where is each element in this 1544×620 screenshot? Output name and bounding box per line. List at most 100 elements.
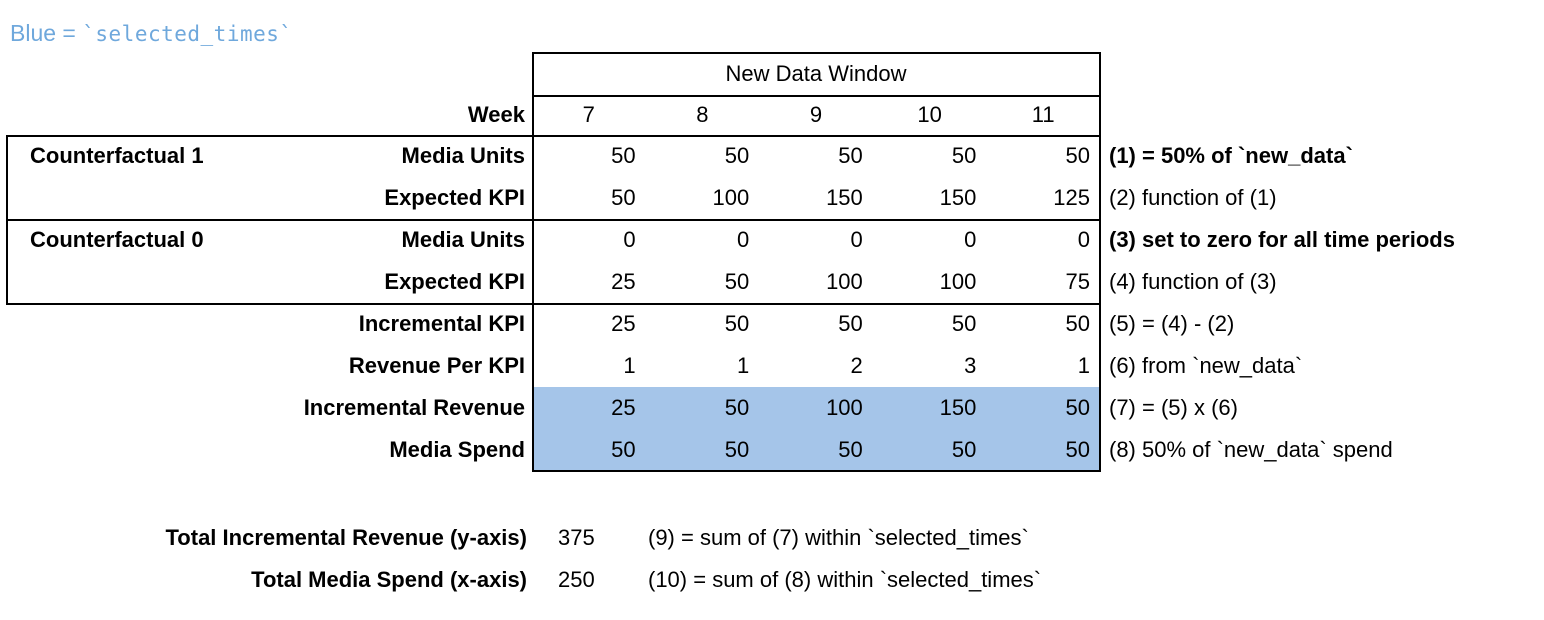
- cell: 100: [826, 395, 863, 420]
- cell: 50: [951, 311, 977, 336]
- row-values: 50 50 50 50 50: [532, 135, 1100, 177]
- cell: 25: [611, 395, 636, 420]
- row-label: Media Units: [401, 143, 525, 168]
- table-border-under-week-row: [6, 135, 1101, 137]
- cell: 100: [826, 269, 863, 294]
- row-values: 0 0 0 0 0: [532, 219, 1100, 261]
- total-media-spend-label: Total Media Spend (x-axis): [251, 567, 527, 592]
- cell: 0: [736, 227, 750, 252]
- cell: 50: [1065, 437, 1090, 462]
- table-row-incremental-kpi: Incremental KPI 25 50 50 50 50 (5) = (4)…: [0, 303, 1235, 345]
- cell: 50: [611, 143, 636, 168]
- row-label: Media Units: [401, 227, 525, 252]
- table-border-bottom: [532, 470, 1101, 472]
- cell: 100: [712, 185, 750, 210]
- total-media-spend-value: 250: [558, 567, 595, 592]
- table-border-under-cf0: [6, 303, 1101, 305]
- cell: 50: [1065, 311, 1090, 336]
- counterfactual-1-label: Counterfactual 1: [30, 143, 204, 168]
- cell: 3: [964, 353, 977, 378]
- row-values: 25 50 100 150 50: [532, 387, 1100, 429]
- table-row-media-units-cf1: Media Units 50 50 50 50 50 (1) = 50% of …: [0, 135, 1353, 177]
- cell: 1: [736, 353, 750, 378]
- total-incremental-revenue-annotation: (9) = sum of (7) within `selected_times`: [648, 525, 1029, 550]
- total-incremental-revenue-label: Total Incremental Revenue (y-axis): [165, 525, 528, 550]
- week-9: 9: [809, 102, 823, 127]
- table-border-right: [1099, 52, 1101, 472]
- row-values: 1 1 2 3 1: [532, 345, 1100, 387]
- cell: 150: [939, 185, 977, 210]
- row-values: 50 50 50 50 50: [532, 429, 1100, 471]
- cell: 25: [611, 269, 636, 294]
- cell: 50: [838, 437, 863, 462]
- week-label: Week: [467, 102, 525, 127]
- row-label: Expected KPI: [384, 185, 525, 210]
- table-row-expected-kpi-cf0: Expected KPI 25 50 100 100 75 (4) functi…: [0, 261, 1277, 303]
- cell: 100: [939, 269, 977, 294]
- week-numbers: 7 8 9 10 11: [532, 95, 1100, 135]
- total-media-spend-annotation: (10) = sum of (8) within `selected_times…: [648, 567, 1042, 592]
- row-annotation: (8) 50% of `new_data` spend: [1109, 437, 1393, 462]
- counterfactual-0-label: Counterfactual 0: [30, 227, 204, 252]
- cell: 50: [611, 185, 636, 210]
- table-row-revenue-per-kpi: Revenue Per KPI 1 1 2 3 1 (6) from `new_…: [0, 345, 1302, 387]
- cell: 0: [964, 227, 977, 252]
- cell: 50: [611, 437, 636, 462]
- week-8: 8: [696, 102, 709, 127]
- row-values: 25 50 50 50 50: [532, 303, 1100, 345]
- row-label: Incremental Revenue: [303, 395, 525, 420]
- total-incremental-revenue-row: Total Incremental Revenue (y-axis) 375 (…: [0, 517, 1029, 559]
- row-label: Revenue Per KPI: [348, 353, 525, 378]
- cell: 0: [1077, 227, 1090, 252]
- row-annotation: (4) function of (3): [1109, 269, 1277, 294]
- row-label: Expected KPI: [384, 269, 525, 294]
- label-box-left-border: [6, 135, 8, 305]
- total-media-spend-row: Total Media Spend (x-axis) 250 (10) = su…: [0, 559, 1041, 601]
- table-row-media-units-cf0: Media Units 0 0 0 0 0 (3) set to zero fo…: [0, 219, 1455, 261]
- week-7: 7: [582, 102, 595, 127]
- cell: 25: [611, 311, 636, 336]
- legend: Blue = `selected_times`: [10, 20, 293, 47]
- row-annotation: (7) = (5) x (6): [1109, 395, 1238, 420]
- cell: 50: [951, 143, 977, 168]
- cell: 50: [951, 437, 977, 462]
- cell: 50: [724, 311, 750, 336]
- row-label: Media Spend: [389, 437, 525, 462]
- cell: 75: [1065, 269, 1090, 294]
- cell: 50: [724, 143, 750, 168]
- cell: 0: [850, 227, 863, 252]
- cell: 150: [939, 395, 977, 420]
- legend-blue-label: Blue =: [10, 20, 83, 46]
- week-header-row: Week 7 8 9 10 11: [0, 95, 1100, 135]
- table-border-under-window-title: [532, 95, 1101, 97]
- selected-times-highlight: [534, 387, 1099, 470]
- cell: 50: [1065, 143, 1090, 168]
- cell: 0: [623, 227, 636, 252]
- new-data-window-header: New Data Window: [725, 61, 907, 86]
- cell: 125: [1053, 185, 1090, 210]
- row-values: 50 100 150 150 125: [532, 177, 1100, 219]
- cell: 50: [724, 395, 750, 420]
- row-annotation: (3) set to zero for all time periods: [1109, 227, 1455, 252]
- table-border-cf1-cf0-divider: [6, 219, 1101, 221]
- cell: 50: [724, 269, 750, 294]
- cell: 50: [1065, 395, 1090, 420]
- row-label: Incremental KPI: [358, 311, 525, 336]
- cell: 1: [1077, 353, 1090, 378]
- legend-selected-times-code: `selected_times`: [82, 22, 293, 46]
- week-11: 11: [1031, 102, 1055, 127]
- row-annotation: (1) = 50% of `new_data`: [1109, 143, 1353, 168]
- cell: 50: [724, 437, 750, 462]
- row-annotation: (6) from `new_data`: [1109, 353, 1303, 378]
- table-border-left: [532, 52, 534, 472]
- table-row-media-spend: Media Spend 50 50 50 50 50 (8) 50% of `n…: [0, 429, 1393, 471]
- cell: 50: [838, 311, 863, 336]
- cell: 2: [850, 353, 863, 378]
- row-values: 25 50 100 100 75: [532, 261, 1100, 303]
- total-incremental-revenue-value: 375: [558, 525, 595, 550]
- week-10: 10: [917, 102, 942, 127]
- row-annotation: (5) = (4) - (2): [1109, 311, 1235, 336]
- table-row-expected-kpi-cf1: Expected KPI 50 100 150 150 125 (2) func…: [0, 177, 1276, 219]
- cell: 1: [623, 353, 636, 378]
